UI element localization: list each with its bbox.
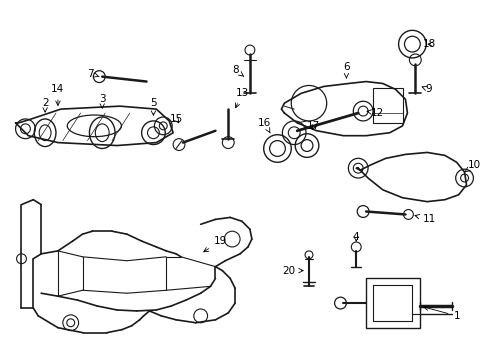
Text: 1: 1 xyxy=(423,306,459,321)
Text: 11: 11 xyxy=(414,215,435,224)
Text: 3: 3 xyxy=(99,94,105,108)
Text: 20: 20 xyxy=(282,266,303,276)
Text: 17: 17 xyxy=(306,121,320,131)
Text: 2: 2 xyxy=(42,98,48,112)
Text: 10: 10 xyxy=(464,160,480,172)
Text: 9: 9 xyxy=(421,84,431,94)
Text: 7: 7 xyxy=(87,69,99,79)
Text: 16: 16 xyxy=(258,118,271,133)
Text: 14: 14 xyxy=(51,84,64,105)
Text: 18: 18 xyxy=(422,39,435,49)
Text: 15: 15 xyxy=(169,114,183,124)
Bar xyxy=(366,278,419,328)
Text: 19: 19 xyxy=(203,236,226,252)
Text: 12: 12 xyxy=(366,108,384,118)
Text: 13: 13 xyxy=(235,88,248,108)
Bar xyxy=(372,89,402,123)
Text: 8: 8 xyxy=(231,65,243,76)
Text: 6: 6 xyxy=(343,62,349,78)
Text: 4: 4 xyxy=(352,232,359,242)
Text: 5: 5 xyxy=(150,98,157,115)
